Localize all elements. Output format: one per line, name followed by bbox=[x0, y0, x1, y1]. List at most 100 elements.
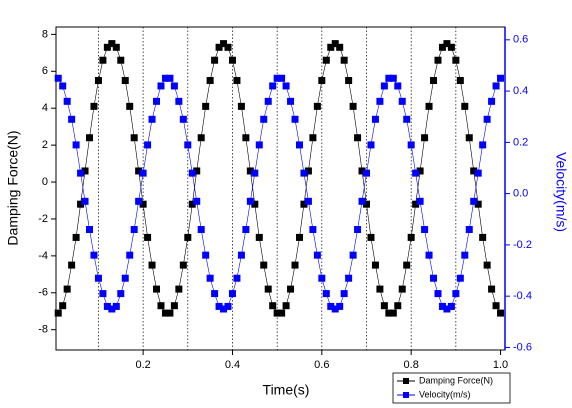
marker bbox=[121, 77, 129, 85]
marker bbox=[63, 285, 71, 293]
marker bbox=[416, 197, 424, 205]
marker bbox=[304, 167, 312, 175]
marker bbox=[188, 200, 196, 208]
marker bbox=[309, 134, 317, 142]
marker bbox=[300, 169, 308, 177]
marker bbox=[345, 77, 353, 85]
marker bbox=[264, 97, 272, 105]
marker bbox=[403, 115, 411, 123]
marker bbox=[497, 74, 505, 82]
marker bbox=[394, 82, 402, 90]
marker bbox=[412, 200, 420, 208]
marker bbox=[371, 115, 379, 123]
marker bbox=[278, 74, 286, 82]
marker bbox=[202, 251, 210, 259]
marker bbox=[86, 134, 94, 142]
marker bbox=[264, 285, 272, 293]
marker bbox=[135, 197, 143, 205]
marker bbox=[206, 77, 214, 85]
marker bbox=[336, 43, 344, 51]
marker bbox=[255, 141, 263, 149]
x-tick-label: 0.4 bbox=[225, 359, 240, 371]
marker bbox=[220, 40, 228, 48]
y2-tick-label: 0.2 bbox=[513, 136, 528, 148]
y-tick-label: 6 bbox=[42, 65, 48, 77]
series-line bbox=[57, 43, 501, 314]
marker bbox=[99, 290, 107, 298]
y-tick-label: 8 bbox=[42, 28, 48, 40]
marker bbox=[380, 82, 388, 90]
marker bbox=[385, 309, 393, 317]
marker bbox=[246, 167, 254, 175]
y-tick-label: 4 bbox=[42, 102, 48, 114]
marker bbox=[273, 74, 281, 82]
marker bbox=[166, 74, 174, 82]
marker bbox=[452, 56, 460, 64]
marker bbox=[461, 251, 469, 259]
marker bbox=[394, 302, 402, 310]
marker bbox=[77, 200, 85, 208]
marker bbox=[474, 169, 482, 177]
marker bbox=[376, 285, 384, 293]
marker bbox=[175, 285, 183, 293]
marker bbox=[94, 274, 102, 282]
y-tick-label: -8 bbox=[38, 324, 48, 336]
marker bbox=[233, 77, 241, 85]
marker bbox=[126, 102, 134, 110]
marker bbox=[421, 226, 429, 234]
marker bbox=[492, 82, 500, 90]
marker bbox=[412, 169, 420, 177]
marker bbox=[170, 82, 178, 90]
marker bbox=[331, 305, 339, 313]
marker bbox=[443, 305, 451, 313]
marker bbox=[313, 251, 321, 259]
marker bbox=[278, 309, 286, 317]
marker bbox=[237, 102, 245, 110]
y-axis-label: Damping Force(N) bbox=[5, 130, 21, 245]
marker bbox=[461, 102, 469, 110]
marker bbox=[220, 305, 228, 313]
marker bbox=[130, 134, 138, 142]
marker bbox=[117, 290, 125, 298]
legend-label: Velocity(m/s) bbox=[419, 389, 471, 399]
marker bbox=[340, 290, 348, 298]
marker bbox=[54, 309, 62, 317]
marker bbox=[282, 82, 290, 90]
marker bbox=[447, 43, 455, 51]
marker bbox=[59, 302, 67, 310]
marker bbox=[345, 274, 353, 282]
marker bbox=[175, 97, 183, 105]
marker bbox=[465, 226, 473, 234]
marker bbox=[153, 97, 161, 105]
legend-box bbox=[392, 372, 511, 404]
marker bbox=[68, 261, 76, 269]
y-tick-label: -4 bbox=[38, 250, 48, 262]
y-tick-label: 2 bbox=[42, 139, 48, 151]
marker bbox=[295, 233, 303, 241]
x-tick-label: 1.0 bbox=[493, 359, 508, 371]
y2-tick-label: 0.6 bbox=[513, 34, 528, 46]
marker bbox=[121, 274, 129, 282]
marker bbox=[90, 251, 98, 259]
marker bbox=[206, 274, 214, 282]
marker bbox=[456, 77, 464, 85]
y2-tick-label: -0.4 bbox=[513, 290, 532, 302]
marker bbox=[99, 56, 107, 64]
marker bbox=[479, 141, 487, 149]
marker bbox=[287, 97, 295, 105]
marker bbox=[246, 197, 254, 205]
marker bbox=[269, 302, 277, 310]
legend-marker bbox=[403, 392, 409, 398]
marker bbox=[470, 197, 478, 205]
y2-tick-label: 0.4 bbox=[513, 85, 528, 97]
marker bbox=[492, 302, 500, 310]
marker bbox=[157, 302, 165, 310]
marker bbox=[380, 302, 388, 310]
marker bbox=[215, 302, 223, 310]
marker bbox=[327, 43, 335, 51]
marker bbox=[135, 167, 143, 175]
y-tick-label: -6 bbox=[38, 287, 48, 299]
x-axis-label: Time(s) bbox=[263, 382, 310, 398]
marker bbox=[211, 290, 219, 298]
marker bbox=[300, 200, 308, 208]
